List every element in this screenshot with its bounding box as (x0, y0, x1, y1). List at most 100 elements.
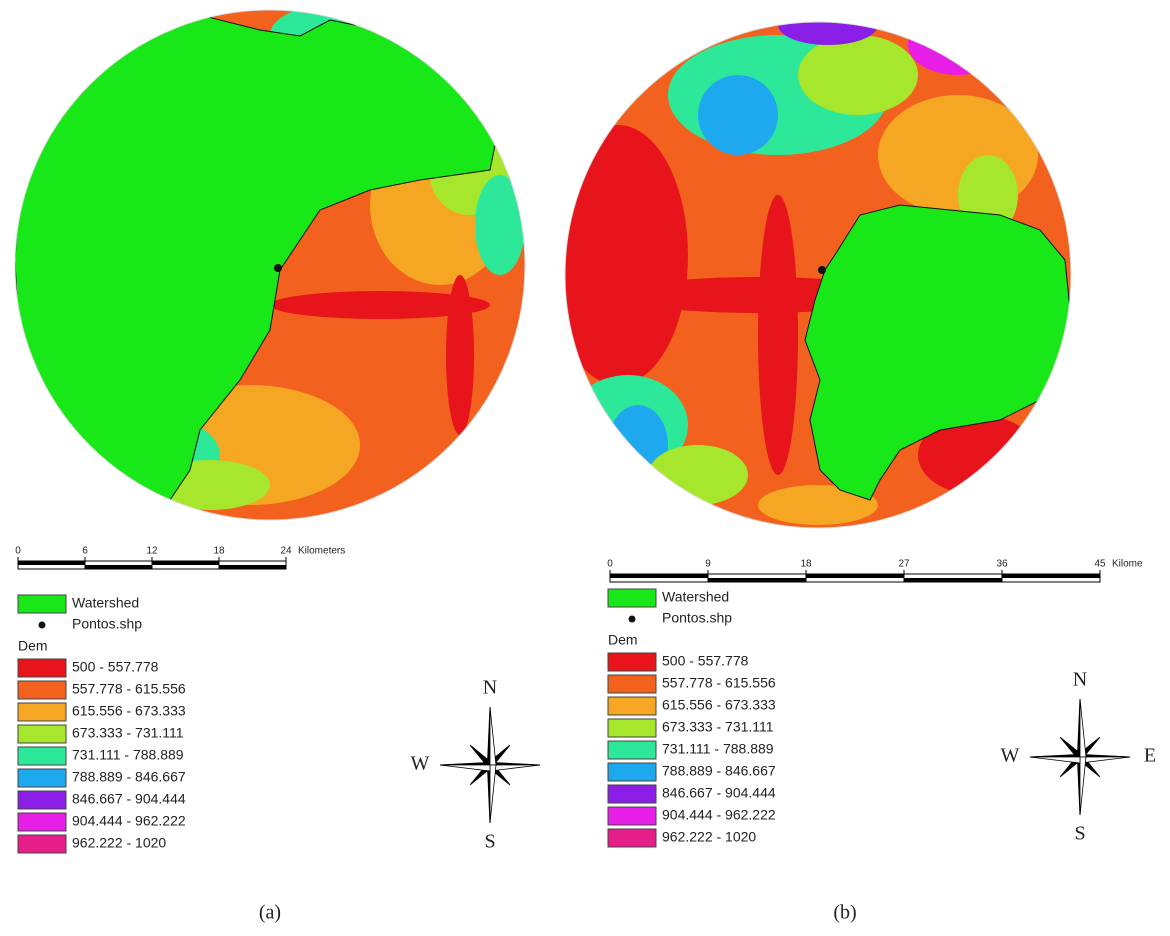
legend-swatch (607, 828, 657, 848)
legend-label: Watershed (72, 595, 139, 611)
elevation-zone (446, 275, 474, 435)
legend-swatch (17, 834, 67, 854)
caption: (a) (259, 902, 281, 924)
legend-label: Pontos.shp (662, 610, 732, 626)
legend-point (38, 621, 46, 629)
scale-label: 36 (996, 559, 1008, 570)
watershed (804, 204, 1071, 501)
outlet-point (818, 266, 826, 274)
compass-label: W (1001, 745, 1020, 767)
legend-label: 962.222 - 1020 (662, 829, 756, 845)
compass-highlight (1029, 756, 1081, 764)
scale-segment (152, 561, 219, 565)
elevation-zone (475, 175, 525, 275)
scale-label: 6 (82, 546, 88, 557)
legend-swatch (17, 594, 67, 614)
legend-swatch (17, 812, 67, 832)
compass-highlight (489, 764, 541, 772)
legend-title: Dem (608, 632, 638, 648)
caption: (b) (833, 902, 856, 924)
scale-segment (904, 578, 1002, 582)
legend-label: 557.778 - 615.556 (72, 681, 186, 697)
elevation-zone (758, 195, 798, 475)
compass: N W E S (1001, 669, 1157, 845)
elevation-zone (798, 35, 918, 115)
legend-swatch (607, 674, 657, 694)
compass-highlight (1079, 756, 1087, 816)
compass-label: S (484, 831, 495, 853)
legend-swatch (17, 724, 67, 744)
compass-label: S (1074, 823, 1085, 845)
outlet-point (274, 264, 282, 272)
legend-swatch (607, 784, 657, 804)
scale-unit: Kilometers (298, 546, 345, 557)
legend-label: 500 - 557.778 (72, 659, 159, 675)
elevation-zone (778, 22, 878, 45)
elevation-zone (698, 75, 778, 155)
legend-swatch (607, 588, 657, 608)
legend-swatch (607, 696, 657, 716)
legend-label: 731.111 - 788.889 (662, 741, 774, 757)
scale-unit: Kilome (1112, 559, 1143, 570)
legend-swatch (607, 740, 657, 760)
legend-label: 846.667 - 904.444 (662, 785, 776, 801)
legend-label: 788.889 - 846.667 (72, 769, 186, 785)
compass-highlight (489, 764, 497, 824)
compass: N W S (411, 677, 541, 853)
legend-label: 673.333 - 731.111 (662, 719, 774, 735)
legend-label: 615.556 - 673.333 (72, 703, 186, 719)
scale-label: 27 (898, 559, 910, 570)
scale-label: 12 (146, 546, 158, 557)
scale-segment (85, 565, 152, 569)
legend-label: 500 - 557.778 (662, 653, 749, 669)
compass-label: W (411, 753, 430, 775)
legend-label: 904.444 - 962.222 (72, 813, 186, 829)
scale-segment (610, 574, 708, 578)
scale-label: 18 (213, 546, 225, 557)
legend-point (628, 615, 636, 623)
legend-swatch (17, 658, 67, 678)
legend-label: 904.444 - 962.222 (662, 807, 776, 823)
elevation-zone (758, 485, 878, 525)
elevation-zone (565, 125, 688, 385)
legend-swatch (607, 718, 657, 738)
scale-label: 9 (705, 559, 711, 570)
scale-segment (806, 574, 904, 578)
legend-label: 557.778 - 615.556 (662, 675, 776, 691)
map-panel: 0 6 12 18 24 Kilometers Watershed Pontos.shp Dem… (14, 9, 541, 924)
map-outline (564, 21, 1072, 529)
legend-label: 846.667 - 904.444 (72, 791, 186, 807)
legend-label: 673.333 - 731.111 (72, 725, 184, 741)
map-outline (14, 9, 526, 521)
legend-label: 731.111 - 788.889 (72, 747, 184, 763)
legend-swatch (17, 680, 67, 700)
map (565, 22, 1071, 528)
compass-label: N (483, 677, 497, 699)
legend-label: 788.889 - 846.667 (662, 763, 776, 779)
scale-segment (18, 561, 85, 565)
elevation-zone (608, 405, 668, 485)
compass-highlight (1079, 698, 1087, 758)
scale-label: 18 (800, 559, 812, 570)
legend-swatch (607, 762, 657, 782)
legend-swatch (17, 790, 67, 810)
scale-label: 24 (280, 546, 292, 557)
compass-highlight (439, 764, 491, 772)
legend-swatch (607, 652, 657, 672)
scale-label: 0 (15, 546, 21, 557)
legend-label: Pontos.shp (72, 616, 142, 632)
legend-swatch (607, 806, 657, 826)
scale-label: 45 (1094, 559, 1106, 570)
compass-label: E (1144, 745, 1156, 767)
legend-swatch (17, 768, 67, 788)
compass-highlight (1079, 756, 1131, 764)
legend-label: 962.222 - 1020 (72, 835, 166, 851)
map-panel: 0 9 18 27 36 45 Kilome Watershed Pontos.shp Dem 50… (564, 21, 1157, 924)
compass-label: N (1073, 669, 1087, 691)
elevation-zone (270, 291, 490, 319)
legend-swatch (17, 746, 67, 766)
map (15, 10, 525, 520)
scale-segment (708, 578, 806, 582)
legend-label: 615.556 - 673.333 (662, 697, 776, 713)
